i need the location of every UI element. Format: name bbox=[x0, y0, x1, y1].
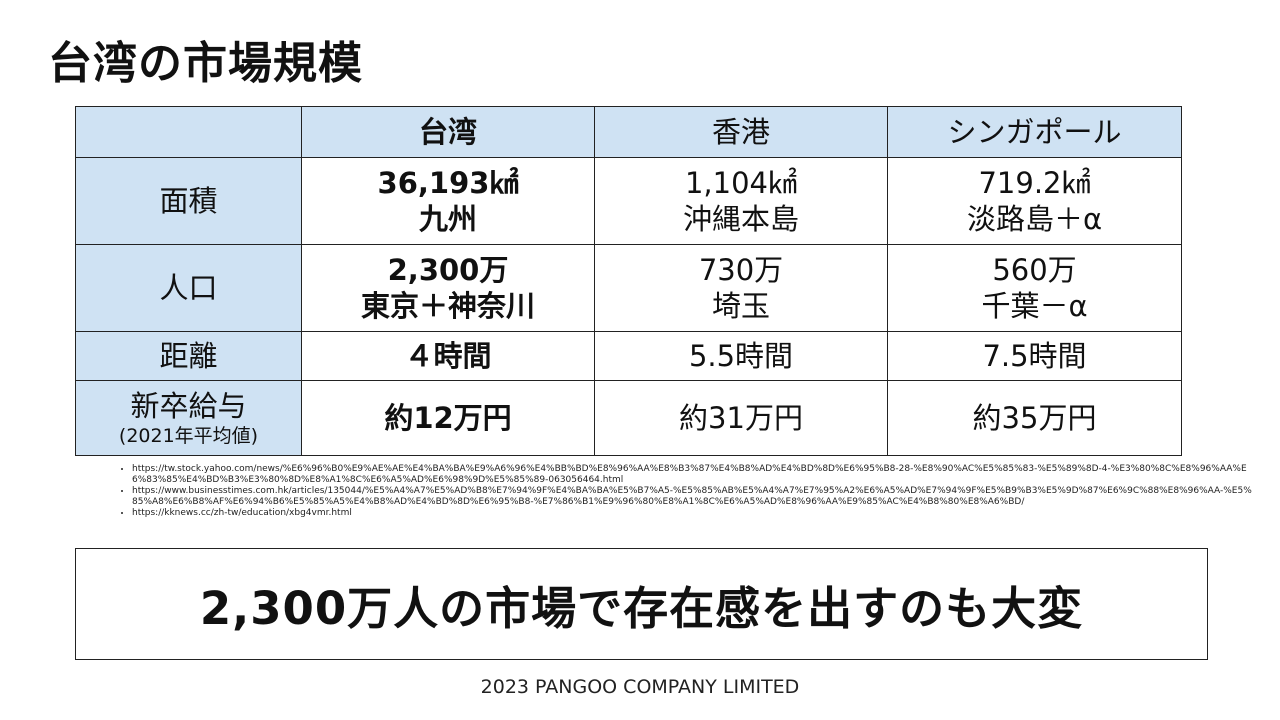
header-singapore: シンガポール bbox=[887, 106, 1182, 158]
area-singapore-compare: 淡路島＋α bbox=[966, 202, 1103, 236]
table-row-salary: 新卒給与 (2021年平均値) 約12万円 約31万円 約35万円 bbox=[75, 380, 1182, 456]
population-hongkong-value: 730万 bbox=[698, 252, 784, 287]
cell-distance-taiwan: ４時間 bbox=[301, 331, 595, 381]
population-hongkong-compare: 埼玉 bbox=[711, 289, 770, 323]
row-label-area: 面積 bbox=[75, 157, 302, 245]
reference-link[interactable]: https://tw.stock.yahoo.com/news/%E6%96%B… bbox=[132, 464, 1252, 486]
row-label-salary: 新卒給与 (2021年平均値) bbox=[75, 380, 302, 456]
area-singapore-value: 719.2㎢ bbox=[978, 165, 1091, 200]
row-label-distance: 距離 bbox=[75, 331, 302, 381]
population-singapore-compare: 千葉－α bbox=[981, 289, 1088, 323]
cell-distance-singapore: 7.5時間 bbox=[887, 331, 1182, 381]
cell-population-singapore: 560万 千葉－α bbox=[887, 244, 1182, 332]
callout-box: 2,300万人の市場で存在感を出すのも大変 bbox=[75, 548, 1208, 660]
population-singapore-value: 560万 bbox=[992, 252, 1077, 287]
reference-link[interactable]: https://www.businesstimes.com.hk/article… bbox=[132, 486, 1252, 508]
cell-salary-hongkong: 約31万円 bbox=[594, 380, 888, 456]
cell-salary-singapore: 約35万円 bbox=[887, 380, 1182, 456]
area-taiwan-compare: 九州 bbox=[418, 202, 477, 236]
table-header-row: 台湾 香港 シンガポール bbox=[75, 106, 1182, 158]
area-hongkong-compare: 沖縄本島 bbox=[682, 202, 799, 236]
header-empty-cell bbox=[75, 106, 302, 158]
table-row-area: 面積 36,193㎢ 九州 1,104㎢ 沖縄本島 719.2㎢ 淡路島＋α bbox=[75, 157, 1182, 245]
population-taiwan-compare: 東京＋神奈川 bbox=[360, 289, 535, 323]
page-title: 台湾の市場規模 bbox=[48, 38, 363, 89]
cell-distance-hongkong: 5.5時間 bbox=[594, 331, 888, 381]
cell-area-taiwan: 36,193㎢ 九州 bbox=[301, 157, 595, 245]
reference-list: https://tw.stock.yahoo.com/news/%E6%96%B… bbox=[100, 464, 1252, 519]
header-hongkong: 香港 bbox=[594, 106, 888, 158]
area-hongkong-value: 1,104㎢ bbox=[684, 165, 798, 200]
salary-label: 新卒給与 bbox=[130, 389, 247, 424]
cell-population-taiwan: 2,300万 東京＋神奈川 bbox=[301, 244, 595, 332]
reference-link[interactable]: https://kknews.cc/zh-tw/education/xbg4vm… bbox=[132, 508, 1252, 519]
salary-sublabel: (2021年平均値) bbox=[118, 424, 259, 447]
header-taiwan: 台湾 bbox=[301, 106, 595, 158]
cell-area-singapore: 719.2㎢ 淡路島＋α bbox=[887, 157, 1182, 245]
table-row-distance: 距離 ４時間 5.5時間 7.5時間 bbox=[75, 331, 1182, 381]
callout-text: 2,300万人の市場で存在感を出すのも大変 bbox=[199, 581, 1084, 635]
footer-copyright: 2023 PANGOO COMPANY LIMITED bbox=[480, 676, 800, 698]
cell-salary-taiwan: 約12万円 bbox=[301, 380, 595, 456]
area-taiwan-value: 36,193㎢ bbox=[377, 165, 519, 200]
cell-population-hongkong: 730万 埼玉 bbox=[594, 244, 888, 332]
market-size-table: 台湾 香港 シンガポール 面積 36,193㎢ 九州 1,104㎢ 沖縄本島 7… bbox=[75, 106, 1182, 456]
table-row-population: 人口 2,300万 東京＋神奈川 730万 埼玉 560万 千葉－α bbox=[75, 244, 1182, 332]
population-taiwan-value: 2,300万 bbox=[387, 252, 509, 287]
row-label-population: 人口 bbox=[75, 244, 302, 332]
cell-area-hongkong: 1,104㎢ 沖縄本島 bbox=[594, 157, 888, 245]
